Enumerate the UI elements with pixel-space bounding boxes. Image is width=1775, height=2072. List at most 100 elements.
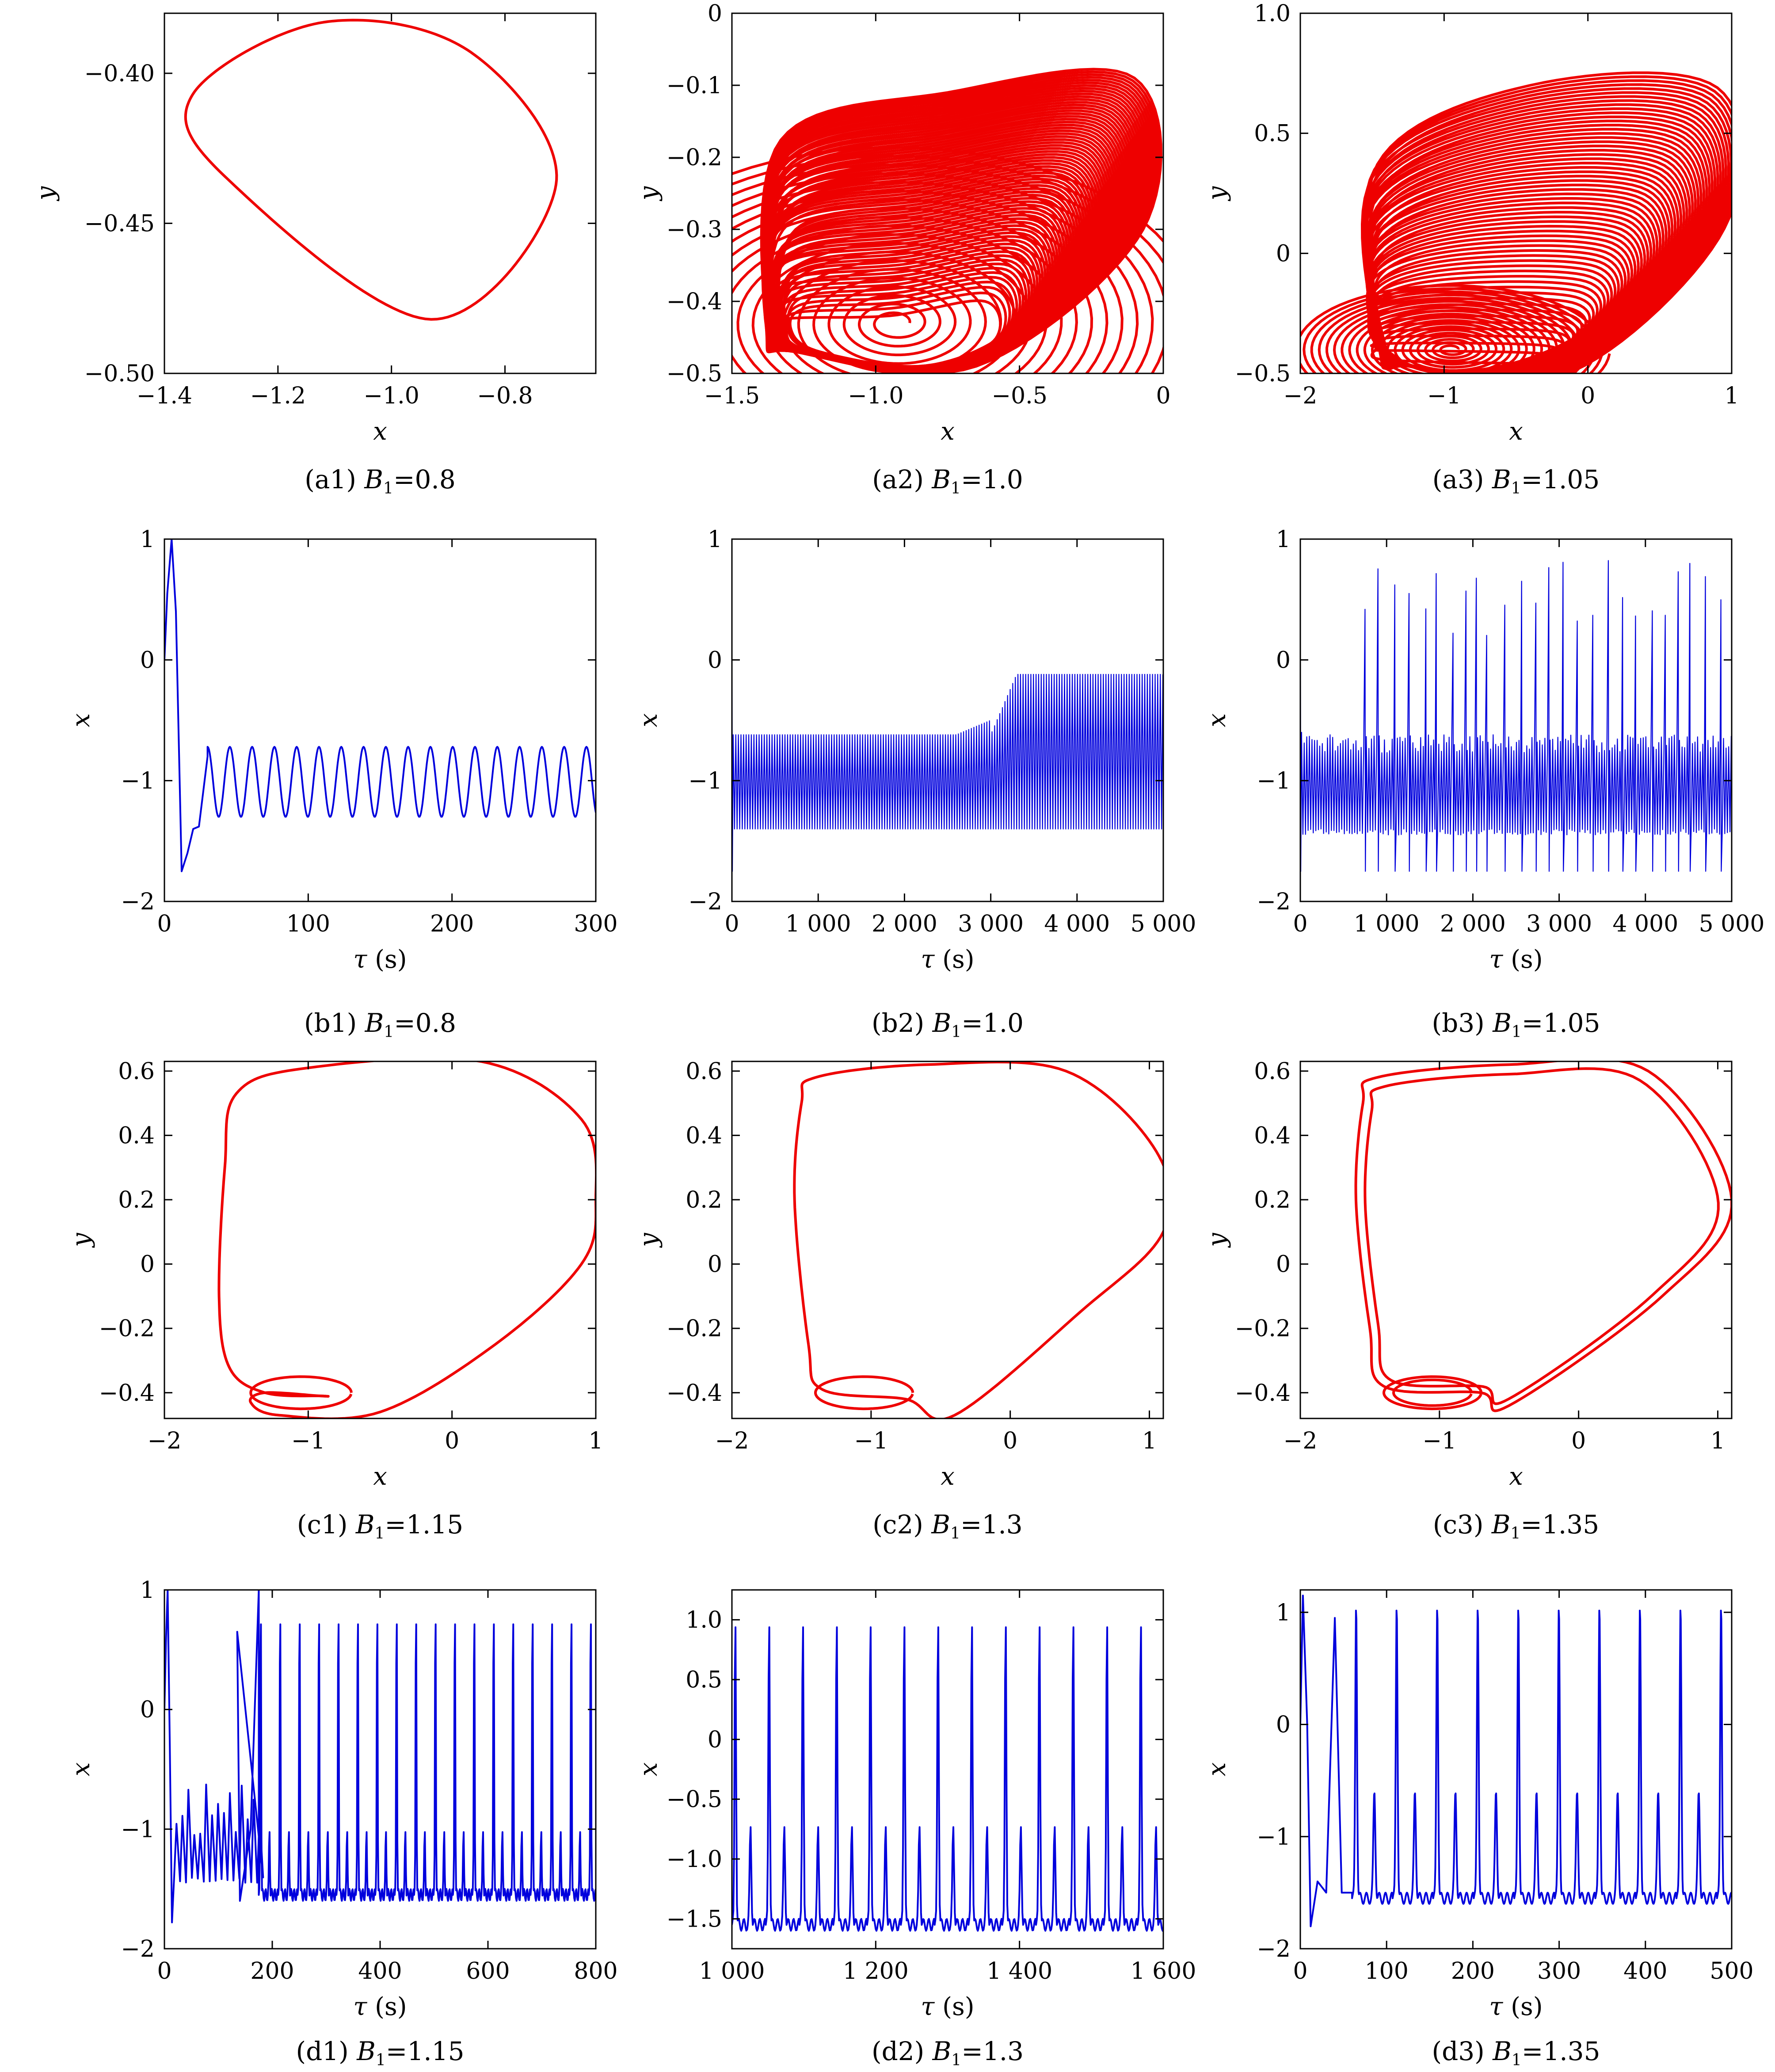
x-tick-label: 1 000 [1354,911,1420,937]
x-tick-label: 1 400 [987,1958,1052,1985]
y-tick-label: 0.5 [686,1667,722,1693]
x-axis-label: x [373,417,387,446]
x-tick-label: 0 [1293,1958,1307,1985]
y-tick-label: −1 [1257,1824,1291,1850]
y-tick-label: 0 [708,1726,722,1753]
x-tick-label: 0 [157,911,171,937]
panel-c3: −2 −1 0 1 −0.4 −0.2 0 0.2 0.4 0.6 x y (c3) B1=1.35 [1203,1058,1733,1543]
y-tick-label: −0.5 [1235,361,1291,387]
y-axis-label: y [1203,1232,1231,1248]
x-tick-label: 0 [157,1958,171,1985]
series-line [1300,1594,1732,1928]
trace-b3 [1300,539,1732,872]
y-axis-label: y [31,186,60,201]
x-tick-label: −0.5 [992,383,1047,409]
x-axis-label: τ (s) [353,945,407,974]
panel-d2: 1 000 1 200 1 400 1 600 −1.5 −1.0 −0.5 0 0.5 1.0 τ… [634,1589,1196,2069]
y-tick-label: −0.1 [667,72,722,99]
x-tick-label: −1 [291,1428,325,1454]
y-tick-label: 0 [140,1251,155,1278]
panel-caption: (c1) B1=1.15 [297,1509,463,1543]
series-line [164,539,596,872]
y-axis-label: y [1203,186,1231,201]
y-tick-label: −0.5 [667,361,722,387]
x-tick-label: −0.8 [477,383,533,409]
x-tick-label: 0 [1003,1428,1017,1454]
y-tick-label: 0.6 [118,1058,155,1085]
y-axis-label: x [634,713,663,727]
x-axis-label: x [1509,417,1523,446]
y-tick-label: 0.4 [686,1122,722,1149]
x-axis-label: x [1509,1462,1523,1491]
y-tick-label: 0 [140,647,155,673]
x-axis-label: τ (s) [1489,945,1543,974]
plot-frame [731,12,1164,374]
x-tick-label: 500 [1710,1958,1753,1985]
y-tick-label: −2 [1257,1936,1291,1962]
trace-d1 [164,1590,596,1924]
y-tick-label: 0 [708,1251,722,1278]
trace-b1 [164,539,596,872]
series-line [1354,1061,1732,1412]
y-axis-label: y [634,1232,663,1248]
panel-caption: (c3) B1=1.35 [1433,1509,1599,1543]
series-line [1364,1067,1720,1405]
panel-caption: (d3) B1=1.35 [1432,2036,1600,2069]
x-tick-label: 0 [724,911,739,937]
x-tick-label: −2 [148,1428,182,1454]
series-line [249,1375,353,1410]
y-axis-label: x [67,1762,95,1776]
series-line [1383,1375,1483,1410]
plot-frame [164,1061,597,1419]
y-axis-label: x [1203,713,1231,727]
x-tick-label: 4 000 [1044,911,1110,937]
x-tick-label: 1 000 [699,1958,765,1985]
x-tick-label: 1 000 [785,911,851,937]
trace-d2 [732,1626,1163,1932]
x-tick-label: −1.0 [848,383,903,409]
x-tick-label: 1 [1142,1428,1157,1454]
panel-b2: 0 1 000 2 000 3 000 4 000 5 000 −2 −1 0 1 τ (s) x (b… [634,526,1196,1041]
x-tick-label: 3 000 [958,911,1024,937]
x-axis-label: τ (s) [353,1992,407,2021]
panel-a2: −1.5 −1.0 −0.5 0 −0.5 −0.4 −0.3 −0.2 −0.1 0 x y (a2)… [634,0,1171,498]
series-line [1300,539,1732,872]
x-axis-label: x [373,1462,387,1491]
series-line [814,1375,914,1410]
plot-frame [164,12,597,374]
y-tick-label: −0.5 [667,1787,722,1813]
x-tick-label: 600 [466,1958,510,1985]
panel-caption: (b3) B1=1.05 [1432,1008,1600,1041]
plot-frame [1299,1061,1733,1419]
x-tick-label: −1 [854,1428,888,1454]
plot-frame [1299,1589,1733,1950]
x-tick-label: 0 [1293,911,1307,937]
x-tick-label: 400 [1623,1958,1667,1985]
y-tick-label: −2 [121,889,155,915]
y-tick-label: 0.2 [1254,1187,1291,1213]
x-tick-label: 300 [1537,1958,1581,1985]
x-tick-label: 200 [250,1958,294,1985]
series-line [732,1626,1163,1932]
y-tick-label: −2 [1257,889,1291,915]
trace-c2 [793,1061,1163,1418]
x-tick-label: 2 000 [872,911,937,937]
y-tick-label: 0.6 [686,1058,722,1085]
y-tick-label: 1 [708,526,722,553]
x-tick-label: 300 [574,911,617,937]
trace-a2 [732,68,1163,373]
plot-frame [731,1589,1164,1950]
x-tick-label: 1 [1710,1428,1725,1454]
panel-c1: −2 −1 0 1 −0.4 −0.2 0 0.2 0.4 0.6 x y (c1) B1=1.15 [67,1058,603,1543]
x-tick-label: 0 [1571,1428,1586,1454]
trace-a1 [184,19,558,321]
x-tick-label: 400 [358,1958,402,1985]
y-tick-label: −0.4 [667,289,722,315]
x-tick-label: 100 [1365,1958,1409,1985]
y-tick-label: 1.0 [1254,0,1291,27]
x-tick-label: 0 [1156,383,1170,409]
x-tick-label: −2 [1284,383,1318,409]
x-tick-label: 1 200 [843,1958,909,1985]
x-tick-label: 100 [286,911,330,937]
y-tick-label: 0 [708,0,722,27]
